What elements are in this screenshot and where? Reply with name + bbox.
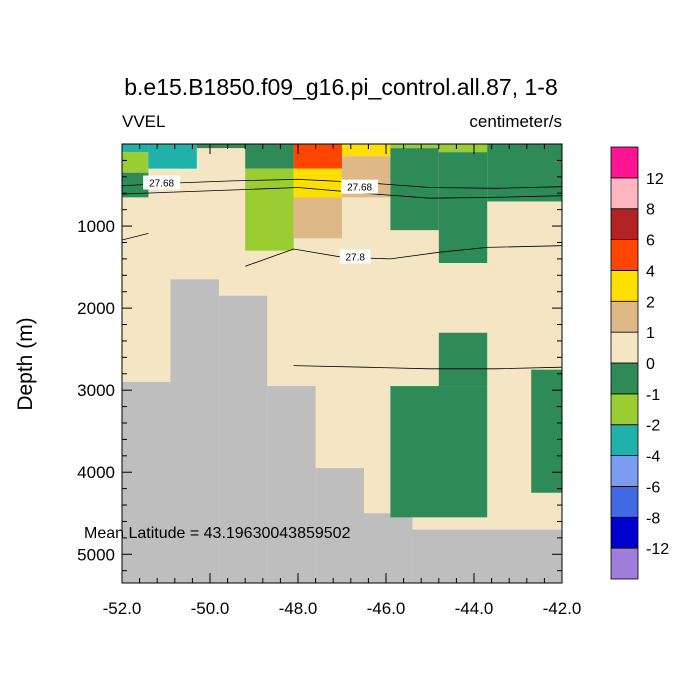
units-label: centimeter/s <box>469 112 562 131</box>
colorbar-label: 12 <box>646 171 664 188</box>
x-tick-label: -44.0 <box>455 599 494 618</box>
contour-label-bg <box>143 175 181 190</box>
y-axis-title: Depth (m) <box>14 317 37 410</box>
colorbar-label: 0 <box>646 356 655 373</box>
velocity-cell <box>293 197 342 239</box>
colorbar-swatch <box>610 516 639 549</box>
colorbar-swatch <box>610 239 639 271</box>
isopycnal-contour <box>245 245 563 267</box>
colorbar-label: 2 <box>646 294 655 311</box>
colorbar-label: -1 <box>646 387 660 404</box>
velocity-cell <box>122 152 149 173</box>
colorbar-swatch <box>610 424 639 456</box>
colorbar-label: -2 <box>646 418 660 435</box>
chart-title: b.e15.B1850.f09_g16.pi_control.all.87, 1… <box>124 74 558 100</box>
contour-lines: 27.68 27.68 27.8 <box>121 175 563 370</box>
mean-latitude-annotation: Mean Latitude = 43.19630043859502 <box>84 525 351 542</box>
x-tick-label: -52.0 <box>103 599 142 618</box>
left-label: VVEL <box>122 112 165 131</box>
colorbar-label: -6 <box>646 479 660 496</box>
colorbar-swatch <box>610 300 639 333</box>
colorbar-label: -12 <box>646 541 669 558</box>
colorbar-label: 8 <box>646 202 655 219</box>
x-axis: -52.0 -50.0 -48.0 -46.0 -44.0 -42.0 <box>103 144 582 618</box>
land-mask-cell <box>218 295 268 583</box>
contour-label: 27.8 <box>345 252 365 263</box>
y-tick-label: 5000 <box>77 545 115 564</box>
contour-label-bg <box>341 179 379 194</box>
colorbar-label: 4 <box>646 263 655 280</box>
plot-border <box>121 143 563 584</box>
velocity-cell <box>390 144 439 149</box>
velocity-cell <box>293 144 342 169</box>
land-mask-cell <box>364 513 413 583</box>
y-tick-label: 1000 <box>77 217 115 236</box>
colorbar-swatch <box>610 331 639 364</box>
velocity-cell <box>390 148 439 231</box>
y-tick-label: 4000 <box>77 463 115 482</box>
velocity-cell <box>438 332 488 387</box>
land-mask-cell <box>267 386 316 583</box>
velocity-cell <box>148 144 197 169</box>
velocity-cell <box>196 144 246 149</box>
colorbar-label: -4 <box>646 449 660 466</box>
colorbar-label: 6 <box>646 233 655 250</box>
isopycnal-contour <box>121 233 149 241</box>
contour-label-bg <box>339 249 371 264</box>
colorbar-swatch <box>610 486 639 518</box>
colorbar-label: -8 <box>646 510 660 527</box>
plot-frame <box>121 143 563 584</box>
land-mask-cell <box>412 529 562 583</box>
velocity-cell <box>293 168 342 198</box>
x-tick-label: -42.0 <box>543 599 582 618</box>
velocity-cell <box>390 386 488 518</box>
x-tick-label: -48.0 <box>279 599 318 618</box>
y-tick-label: 3000 <box>77 381 115 400</box>
colorbar-swatch <box>610 547 639 580</box>
y-tick-label: 2000 <box>77 299 115 318</box>
colorbar-swatch <box>610 177 639 210</box>
colorbar-label: 1 <box>646 325 655 342</box>
colorbar-swatch <box>610 270 639 302</box>
colorbar-swatch <box>610 146 639 179</box>
contour-label: 27.68 <box>149 179 174 190</box>
land-mask-cell <box>315 468 364 583</box>
velocity-cell <box>342 144 391 157</box>
isopycnal-contour <box>121 187 563 199</box>
colorbar-swatch <box>610 208 639 240</box>
velocity-cell <box>122 144 149 153</box>
x-tick-label: -50.0 <box>191 599 230 618</box>
colorbar-swatch <box>610 455 639 487</box>
isopycnal-contour <box>293 365 563 370</box>
velocity-cell <box>438 152 488 263</box>
velocity-cell <box>487 144 562 202</box>
contour-label: 27.68 <box>347 183 372 194</box>
colorbar-swatch <box>610 393 639 426</box>
plot-area <box>122 144 562 583</box>
y-axis: 1000 2000 3000 4000 5000 <box>77 159 562 572</box>
land-mask-cell <box>170 279 219 583</box>
land-mask-cell <box>122 381 171 583</box>
velocity-cell <box>438 144 488 153</box>
colorbar-swatch <box>610 362 639 395</box>
x-tick-label: -46.0 <box>367 599 406 618</box>
velocity-cell <box>245 168 294 251</box>
velocity-cell <box>245 144 294 169</box>
velocity-cell <box>531 369 562 493</box>
